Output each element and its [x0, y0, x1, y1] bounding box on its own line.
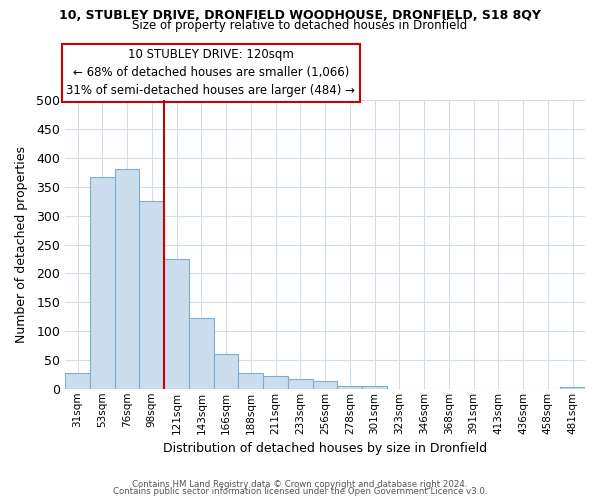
Y-axis label: Number of detached properties: Number of detached properties [15, 146, 28, 343]
Bar [263, 376, 288, 389]
Bar [90, 177, 115, 389]
Text: Size of property relative to detached houses in Dronfield: Size of property relative to detached ho… [133, 18, 467, 32]
Text: Contains public sector information licensed under the Open Government Licence v3: Contains public sector information licen… [113, 487, 487, 496]
Bar [164, 259, 189, 389]
Bar [337, 386, 362, 389]
Bar [214, 354, 238, 389]
Bar [560, 387, 585, 389]
Text: 10, STUBLEY DRIVE, DRONFIELD WOODHOUSE, DRONFIELD, S18 8QY: 10, STUBLEY DRIVE, DRONFIELD WOODHOUSE, … [59, 9, 541, 22]
Bar [189, 318, 214, 389]
Bar [139, 202, 164, 389]
Bar [238, 372, 263, 389]
Bar [313, 380, 337, 389]
Bar [288, 379, 313, 389]
X-axis label: Distribution of detached houses by size in Dronfield: Distribution of detached houses by size … [163, 442, 487, 455]
Bar [362, 386, 387, 389]
Bar [115, 169, 139, 389]
Text: 10 STUBLEY DRIVE: 120sqm
← 68% of detached houses are smaller (1,066)
31% of sem: 10 STUBLEY DRIVE: 120sqm ← 68% of detach… [66, 48, 355, 98]
Text: Contains HM Land Registry data © Crown copyright and database right 2024.: Contains HM Land Registry data © Crown c… [132, 480, 468, 489]
Bar [65, 372, 90, 389]
